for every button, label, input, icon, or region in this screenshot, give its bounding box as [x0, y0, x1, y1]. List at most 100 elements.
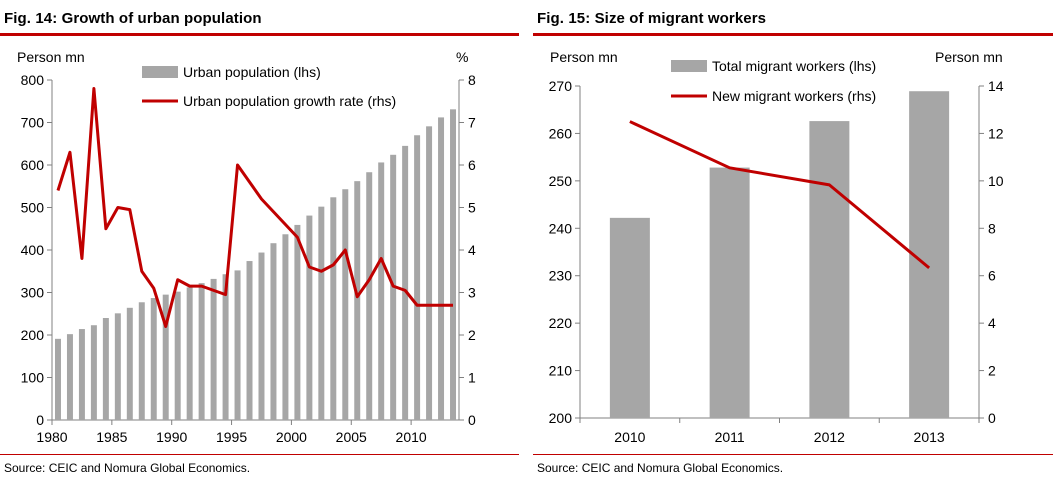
- legend-swatch-bar: [142, 66, 178, 78]
- bar-urban-population: [282, 234, 289, 420]
- bar-urban-population: [426, 126, 433, 420]
- bar-urban-population: [294, 224, 301, 420]
- left-tick-label: 300: [21, 285, 45, 301]
- migrant-workers-chart: 200 210 220 230 240 250 260 270 0 2 4 6 8 10 12 14 2010 2…: [549, 49, 1004, 445]
- right-tick-label: 14: [988, 78, 1004, 94]
- left-tick-label: 200: [549, 410, 573, 426]
- left-axis-title: Person mn: [17, 49, 85, 65]
- bar-urban-population: [270, 243, 277, 420]
- bar-urban-population: [102, 318, 109, 420]
- bar-urban-population: [114, 313, 121, 420]
- bar-urban-population: [138, 302, 145, 420]
- source-rule: [533, 454, 1053, 455]
- bar-urban-population: [78, 329, 85, 420]
- urban-population-chart: 0 100 200 300 400 500 600 700 800 0 1 2 3 4 5 6 7 8 1980 19…: [17, 49, 476, 445]
- right-axis-title: %: [456, 49, 468, 65]
- line-urban-growth-rate: [56, 87, 454, 328]
- right-tick-label: 7: [468, 115, 476, 131]
- bar-urban-population: [438, 117, 445, 421]
- left-tick-label: 270: [549, 78, 573, 94]
- right-axis-title: Person mn: [935, 49, 1003, 65]
- right-tick-label: 3: [468, 285, 476, 301]
- bar-urban-population: [258, 252, 265, 420]
- x-tick-label: 1995: [216, 429, 247, 445]
- bar-urban-population: [162, 294, 169, 420]
- left-tick-label: 500: [21, 200, 45, 216]
- bar-total-migrant-workers: [609, 217, 650, 418]
- x-tick-label: 1990: [156, 429, 187, 445]
- bar-urban-population: [234, 270, 241, 420]
- bar-urban-population: [330, 197, 337, 420]
- legend-label: Total migrant workers (lhs): [712, 58, 876, 74]
- left-tick-label: 600: [21, 157, 45, 173]
- x-tick-label: 2005: [336, 429, 367, 445]
- bar-urban-population: [402, 145, 409, 420]
- bar-urban-population: [186, 287, 193, 420]
- legend-swatch-bar: [671, 60, 707, 72]
- bar-urban-population: [210, 278, 217, 420]
- x-tick-label: 2011: [715, 429, 745, 445]
- x-tick-label: 2013: [914, 429, 945, 445]
- left-axis-title: Person mn: [550, 49, 618, 65]
- legend-label: Urban population (lhs): [183, 64, 321, 80]
- right-tick-label: 1: [468, 370, 476, 386]
- left-tick-label: 230: [549, 268, 573, 284]
- bar-urban-population: [174, 291, 181, 420]
- bar-urban-population: [414, 135, 421, 420]
- right-tick-label: 10: [988, 173, 1004, 189]
- left-tick-label: 260: [549, 125, 573, 141]
- bar-urban-population: [150, 298, 157, 420]
- figure-15-source: Source: CEIC and Nomura Global Economics…: [537, 461, 784, 475]
- bar-urban-population: [54, 338, 61, 420]
- figure-15-panel: Fig. 15: Size of migrant workers 200 210 2…: [533, 0, 1053, 481]
- title-rule: [533, 33, 1053, 36]
- left-tick-label: 210: [549, 363, 573, 379]
- bar-urban-population: [306, 215, 313, 420]
- figure-15-title: Fig. 15: Size of migrant workers: [537, 10, 767, 27]
- right-tick-label: 8: [468, 72, 476, 88]
- x-tick-label: 1985: [96, 429, 127, 445]
- right-tick-label: 4: [468, 242, 476, 258]
- bar-urban-population: [198, 283, 205, 420]
- line-new-migrant-workers: [629, 120, 931, 270]
- right-tick-label: 12: [988, 125, 1004, 141]
- right-tick-label: 0: [988, 410, 996, 426]
- bar-urban-population: [354, 181, 361, 420]
- left-tick-label: 240: [549, 220, 573, 236]
- legend-label: New migrant workers (rhs): [712, 88, 876, 104]
- right-tick-label: 4: [988, 315, 996, 331]
- right-tick-label: 2: [468, 327, 476, 343]
- source-rule: [0, 454, 519, 455]
- legend-label: Urban population growth rate (rhs): [183, 93, 396, 109]
- x-tick-label: 2000: [276, 429, 307, 445]
- bar-urban-population: [246, 261, 253, 420]
- x-tick-label: 1980: [36, 429, 67, 445]
- figure-14-source: Source: CEIC and Nomura Global Economics…: [4, 461, 251, 475]
- left-tick-label: 200: [21, 327, 45, 343]
- left-tick-label: 400: [21, 242, 45, 258]
- figure-14-panel: Fig. 14: Growth of urban population 0 100…: [0, 0, 519, 481]
- right-tick-label: 2: [988, 363, 996, 379]
- right-tick-label: 5: [468, 200, 476, 216]
- bar-urban-population: [342, 189, 349, 420]
- right-tick-label: 0: [468, 412, 476, 428]
- left-tick-label: 250: [549, 173, 573, 189]
- bar-urban-population: [318, 206, 325, 420]
- left-tick-label: 800: [21, 72, 45, 88]
- left-tick-label: 220: [549, 315, 573, 331]
- x-tick-label: 2010: [614, 429, 645, 445]
- bar-urban-population: [66, 334, 73, 420]
- bar-urban-population: [90, 325, 97, 420]
- figure-14-title: Fig. 14: Growth of urban population: [4, 10, 262, 27]
- right-tick-label: 6: [468, 157, 476, 173]
- bar-total-migrant-workers: [709, 167, 750, 418]
- bar-urban-population: [450, 109, 457, 420]
- left-tick-label: 0: [36, 412, 44, 428]
- bar-urban-population: [378, 162, 385, 420]
- bar-total-migrant-workers: [809, 121, 850, 419]
- title-rule: [0, 33, 519, 36]
- x-tick-label: 2010: [396, 429, 427, 445]
- bar-urban-population: [222, 274, 229, 420]
- bar-urban-population: [366, 172, 373, 420]
- bar-total-migrant-workers: [909, 91, 950, 419]
